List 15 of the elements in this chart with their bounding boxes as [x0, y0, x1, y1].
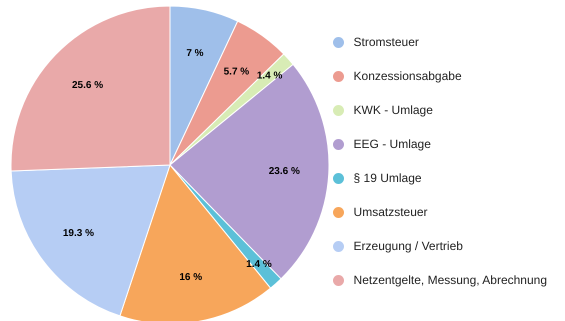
data-label: 25.6 % [72, 80, 104, 92]
legend-label: § 19 Umlage [354, 170, 422, 184]
data-label: 5.7 % [224, 66, 250, 78]
legend-label: EEG - Umlage [354, 136, 431, 150]
legend-label: Erzeugung / Vertrieb [354, 238, 463, 252]
data-label: 1.4 % [256, 70, 283, 82]
legend-label: Umsatzsteuer [354, 204, 428, 218]
data-label: 16 % [179, 272, 202, 284]
legend-label: Konzessionsabgabe [354, 68, 462, 82]
legend-label: Netzentgelte, Messung, Abrechnung [354, 272, 547, 286]
legend-label: KWK - Umlage [354, 102, 433, 116]
legend-label: Stromsteuer [354, 34, 419, 48]
data-label: 23.6 % [268, 166, 300, 177]
data-label: 7 % [186, 48, 204, 59]
data-label: 19.3 % [62, 228, 94, 240]
